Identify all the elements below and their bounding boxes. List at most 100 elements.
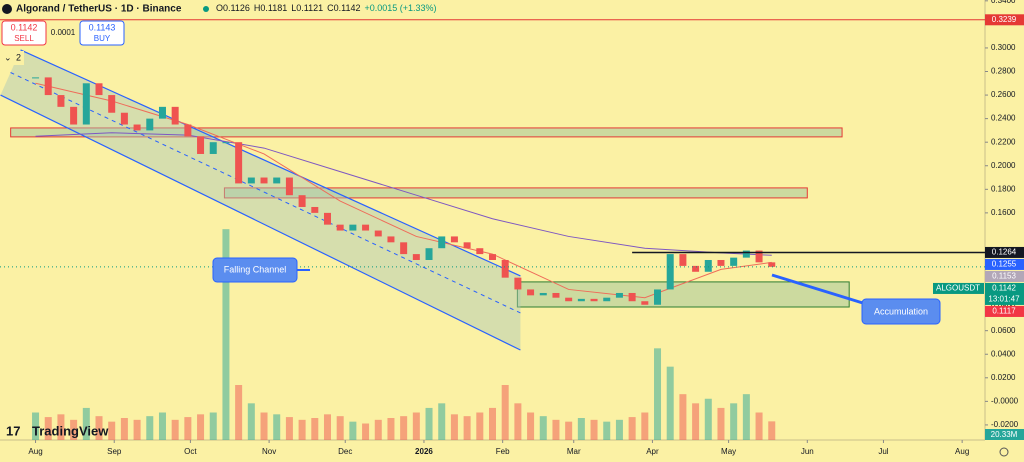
volume-bar [438, 403, 446, 440]
volume-bar [654, 348, 662, 440]
price-tag-label: 0.3239 [992, 15, 1017, 24]
price-tag [985, 270, 1024, 282]
sell-price[interactable]: 0.1142 [11, 22, 38, 32]
volume-label: 20.33M [991, 430, 1018, 439]
ohlc-value: O0.1126 [216, 3, 250, 13]
price-tag [985, 14, 1024, 26]
sell-box[interactable] [1, 20, 47, 46]
volume-bar [311, 418, 319, 440]
y-tick-label: 0.0200 [991, 373, 1016, 382]
volume-bar [95, 416, 103, 440]
zone [10, 127, 843, 138]
indicator-count[interactable]: 2 [16, 52, 21, 62]
volume-bar [133, 419, 141, 440]
x-tick-label: Dec [338, 447, 352, 456]
volume-bar [717, 407, 725, 440]
candle-body [374, 230, 382, 237]
volume-bar [285, 417, 293, 440]
indicator-box[interactable] [0, 51, 24, 65]
candle-body [247, 177, 255, 184]
ohlc-value: H0.1181 [254, 3, 287, 13]
sell-label[interactable]: SELL [14, 34, 34, 43]
volume-bar [197, 414, 205, 440]
y-tick-label: 0.3400 [991, 0, 1016, 5]
volume-bar [514, 403, 522, 440]
channel-line [0, 94, 521, 351]
ohlc: O0.1126 H0.1181 L0.1121 C0.1142 +0.0015 (+1.… [216, 3, 437, 13]
y-tick-label: 0.2800 [991, 67, 1016, 76]
buy-price[interactable]: 0.1143 [89, 22, 116, 32]
volume-bar [730, 403, 738, 440]
volume-bar [590, 419, 598, 440]
x-tick-label: Jul [878, 447, 888, 456]
indicator-toggle[interactable]: ⌄ 2 [0, 51, 24, 65]
candle-body [577, 298, 585, 302]
candle-body [222, 142, 230, 144]
y-tick-label: 0.2600 [991, 90, 1016, 99]
volume-bar [501, 385, 509, 440]
volume-bar [387, 418, 395, 440]
candle-body [755, 250, 763, 263]
candle-body [768, 262, 776, 267]
candle-body [32, 77, 40, 79]
candle-body [615, 292, 623, 298]
volume-bar [260, 412, 268, 440]
candle-body [146, 118, 154, 131]
buy-button[interactable]: 0.1143 BUY [79, 20, 125, 46]
x-tick-label: Mar [567, 447, 581, 456]
sell-button[interactable]: 0.1142 SELL [1, 20, 47, 46]
settings-icon[interactable] [999, 447, 1009, 457]
callout-arrow [771, 273, 867, 306]
price-tag-label: 0.1153 [992, 272, 1016, 281]
zone [223, 187, 808, 199]
volume-bar [184, 417, 192, 440]
price-tag-label: 0.1264 [992, 248, 1017, 257]
indicator-chevron[interactable]: ⌄ [4, 52, 12, 62]
candle-body [82, 83, 90, 125]
x-tick-label: 2026 [415, 447, 433, 456]
candle-body [438, 236, 446, 249]
logo: TradingView [32, 423, 109, 438]
x-tick-label: May [721, 447, 736, 456]
volume-bar [552, 419, 560, 440]
y-tick-label: 0.2400 [991, 114, 1016, 123]
logo-mark: 17 [6, 423, 20, 438]
volume-bar [323, 414, 331, 440]
candle-body [717, 259, 725, 266]
candle-body [158, 106, 166, 119]
candle-body [209, 142, 217, 154]
channel-fill [0, 49, 521, 350]
candle-body [514, 277, 522, 290]
y-tick-label: 0.0400 [991, 349, 1016, 358]
buy-box[interactable] [79, 20, 125, 46]
candle-body [641, 301, 649, 305]
price-tag [985, 305, 1024, 317]
volume-bar [425, 407, 433, 440]
volume-bar [628, 417, 636, 440]
candle-body [552, 292, 560, 298]
candle-body [197, 136, 205, 154]
volume-bar [527, 412, 535, 440]
buy-label[interactable]: BUY [94, 34, 111, 43]
candle-body [730, 257, 738, 266]
volume-bar [577, 418, 585, 440]
plot [0, 19, 985, 440]
channel-midline [10, 72, 521, 314]
volume-bar [374, 419, 382, 440]
volume-bar [603, 421, 611, 440]
channel-line [20, 49, 521, 277]
candle-body [450, 236, 458, 243]
candle-body [628, 292, 636, 302]
symbol-tag [933, 282, 984, 294]
candle-body [44, 77, 52, 96]
candle-body [235, 142, 243, 184]
volume-bar [755, 412, 763, 440]
candle-body [70, 106, 78, 125]
volume-bar [70, 419, 78, 440]
volume-bar [742, 394, 750, 440]
volume-bar [539, 416, 547, 440]
candle-body [95, 83, 103, 96]
callout-box [861, 298, 941, 325]
price-tag-label: 0.1117 [992, 307, 1016, 316]
